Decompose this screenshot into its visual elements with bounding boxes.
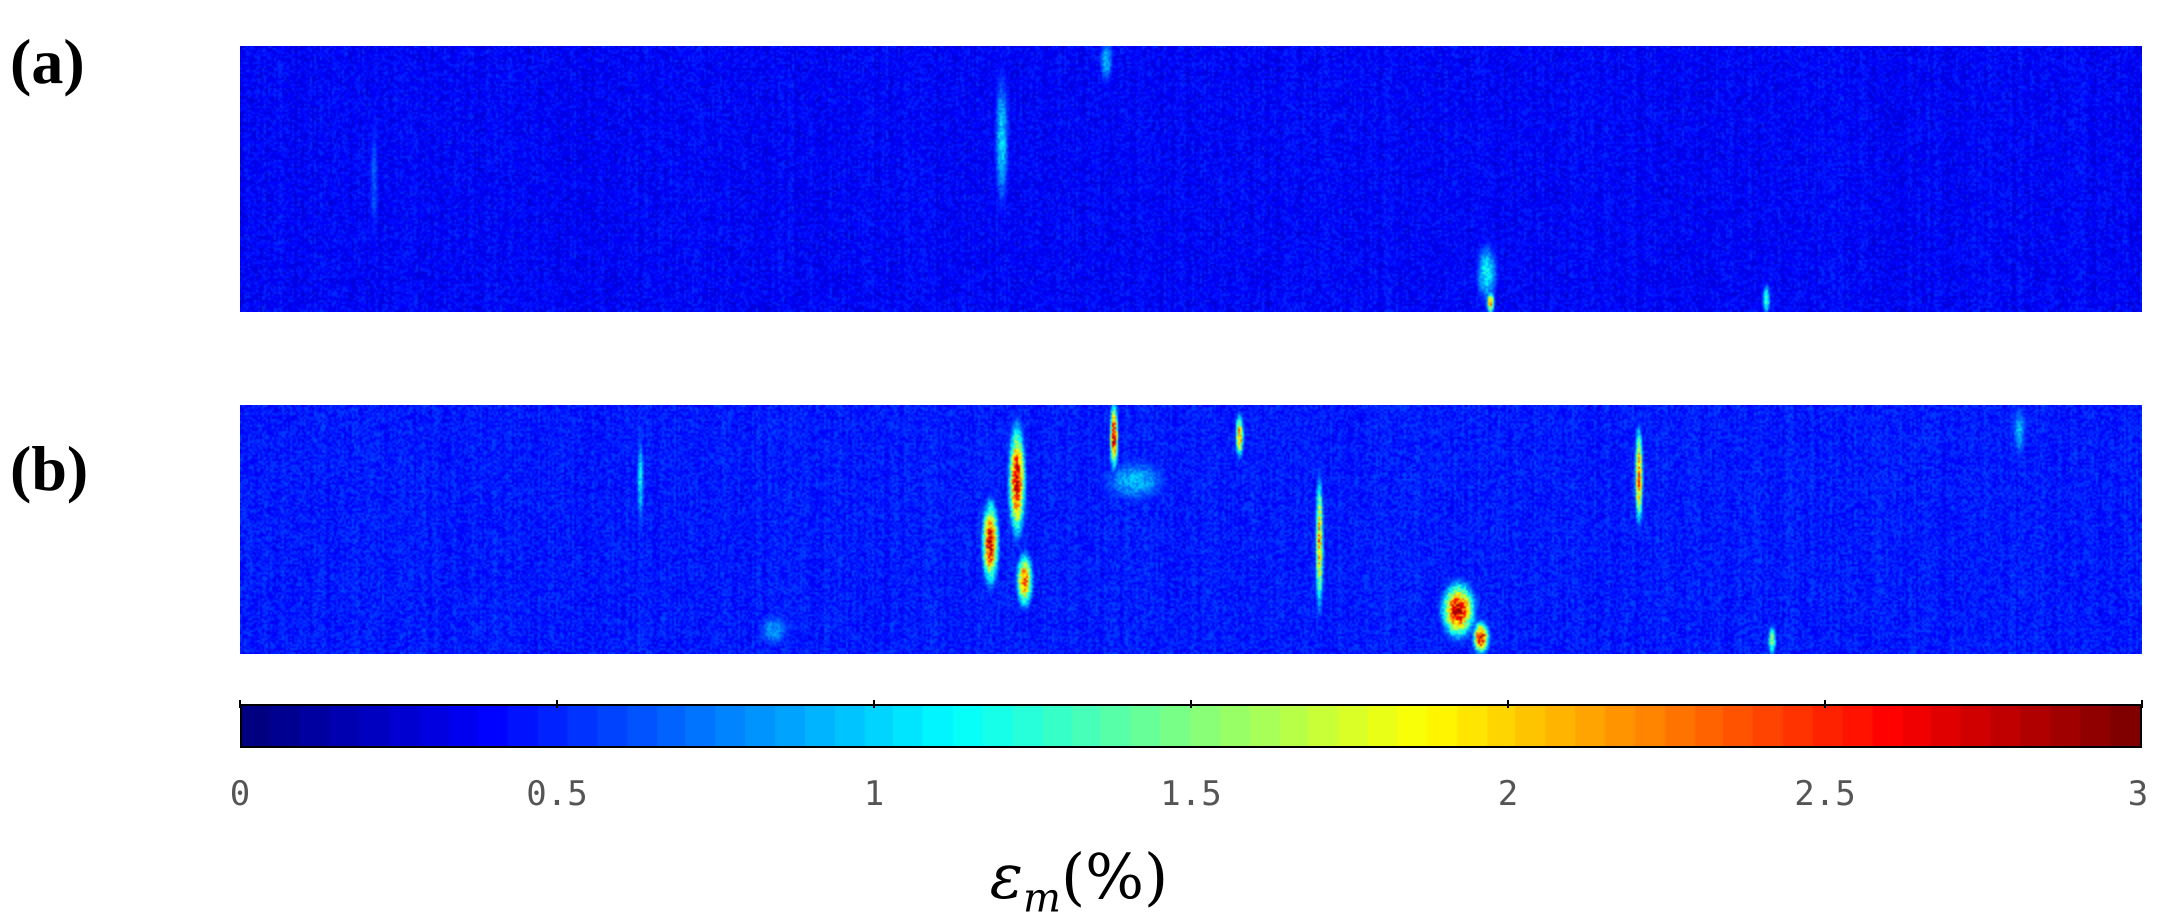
colorbar-tick-mark	[1824, 700, 1826, 708]
colorbar-label-symbol: ε	[989, 840, 1024, 913]
colorbar-label-unit: (%)	[1060, 840, 1169, 913]
colorbar-label: εm(%)	[0, 840, 2158, 921]
strain-map-b	[240, 405, 2142, 654]
colorbar-tick-mark	[873, 700, 875, 708]
colorbar-tick-label: 2	[1497, 774, 1519, 814]
colorbar-tick-label: 0	[229, 774, 251, 814]
strain-map-a	[240, 46, 2142, 312]
panel-label-a: (a)	[10, 26, 85, 97]
colorbar-tick-label: 2.5	[1794, 774, 1856, 814]
colorbar-tick-mark	[1190, 700, 1192, 708]
colorbar-tick-label: 0.5	[526, 774, 588, 814]
colorbar-tick-mark	[2141, 700, 2143, 708]
colorbar-tick-mark	[556, 700, 558, 708]
colorbar-tick-label: 1	[863, 774, 885, 814]
colorbar-tick-label: 3	[2127, 774, 2149, 814]
colorbar-tick-mark	[1507, 700, 1509, 708]
colorbar-tick-label: 1.5	[1160, 774, 1222, 814]
panel-label-b: (b)	[10, 433, 89, 504]
colorbar-tick-mark	[239, 700, 241, 708]
colorbar	[240, 704, 2142, 748]
colorbar-label-subscript: m	[1023, 875, 1061, 922]
